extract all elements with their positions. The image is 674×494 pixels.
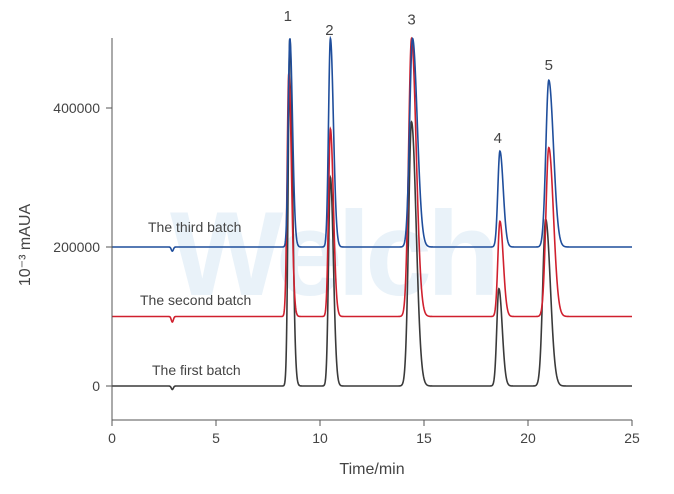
x-tick-label: 15 bbox=[416, 430, 432, 446]
plot-area bbox=[112, 35, 632, 391]
x-tick-label: 5 bbox=[212, 430, 220, 446]
y-axis-title: 10⁻³ mAUA bbox=[17, 204, 34, 287]
peak-label: 5 bbox=[545, 57, 553, 74]
y-tick-label: 400000 bbox=[53, 100, 100, 116]
peak-label: 4 bbox=[494, 130, 502, 147]
series-line-3 bbox=[112, 35, 632, 253]
y-tick-label: 200000 bbox=[53, 239, 100, 255]
x-axis-ticks: 0 5 10 15 20 25 bbox=[108, 420, 640, 446]
series-label-third-batch: The third batch bbox=[148, 219, 241, 235]
peak-label: 2 bbox=[325, 22, 333, 39]
y-tick-label: 0 bbox=[92, 378, 100, 394]
x-tick-label: 25 bbox=[624, 430, 640, 446]
x-axis-title: Time/min bbox=[339, 461, 404, 478]
series-line-2 bbox=[112, 36, 632, 323]
y-axis-ticks: 0 200000 400000 bbox=[53, 100, 112, 394]
peak-labels: 1 2 3 4 5 bbox=[284, 8, 553, 147]
x-tick-label: 10 bbox=[312, 430, 328, 446]
peak-label: 3 bbox=[407, 12, 415, 29]
series-label-first-batch: The first batch bbox=[152, 362, 241, 378]
x-tick-label: 0 bbox=[108, 430, 116, 446]
peak-label: 1 bbox=[284, 8, 292, 25]
x-tick-label: 20 bbox=[520, 430, 536, 446]
series-label-second-batch: The second batch bbox=[140, 292, 251, 308]
